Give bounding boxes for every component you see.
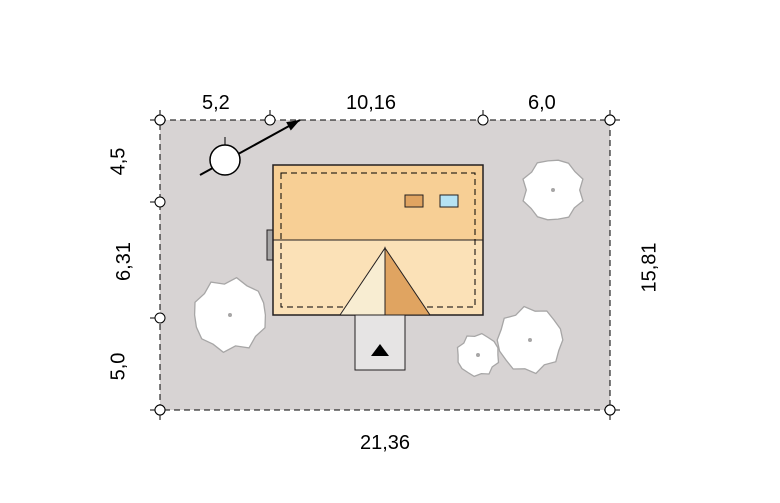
dim-bottom-1: 21,36 xyxy=(360,432,410,455)
dim-right-1: 15,81 xyxy=(639,242,662,292)
dim-top-2: 10,16 xyxy=(346,92,396,115)
dim-top-1: 5,2 xyxy=(202,92,230,115)
dim-left-1: 4,5 xyxy=(107,148,130,176)
dim-left-2: 6,31 xyxy=(113,242,136,281)
dim-left-3: 5,0 xyxy=(107,353,130,381)
dim-top-3: 6,0 xyxy=(528,92,556,115)
site-plan-canvas: 5,2 10,16 6,0 4,5 6,31 5,0 15,81 21,36 xyxy=(0,0,780,503)
